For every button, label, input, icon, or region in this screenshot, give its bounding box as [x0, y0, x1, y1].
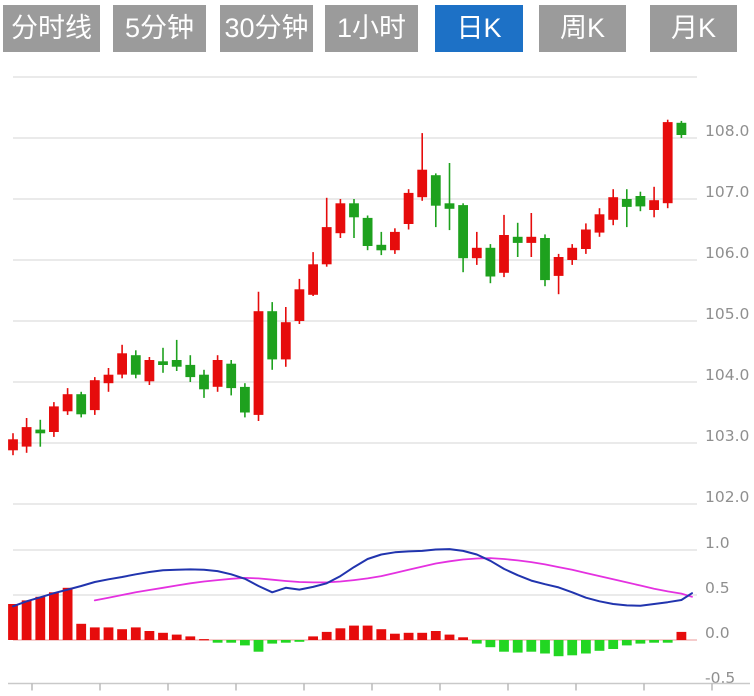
- svg-text:108.0: 108.0: [705, 122, 749, 140]
- svg-text:104.0: 104.0: [705, 366, 749, 384]
- x-axis: [8, 682, 750, 691]
- svg-text:0.0: 0.0: [705, 624, 730, 642]
- tab-monthly-k[interactable]: 月K: [650, 5, 737, 52]
- svg-text:105.0: 105.0: [705, 305, 749, 323]
- svg-text:103.0: 103.0: [705, 427, 749, 445]
- svg-text:106.0: 106.0: [705, 244, 749, 262]
- tab-1hour[interactable]: 1小时: [325, 5, 418, 52]
- tab-5min[interactable]: 5分钟: [113, 5, 206, 52]
- macd-histogram: [8, 587, 687, 657]
- svg-text:102.0: 102.0: [705, 488, 749, 506]
- price-gridlines: [13, 76, 697, 505]
- tab-daily-k[interactable]: 日K: [435, 5, 523, 52]
- svg-text:107.0: 107.0: [705, 183, 749, 201]
- svg-text:1.0: 1.0: [705, 534, 730, 552]
- candlesticks: [8, 119, 687, 456]
- svg-text:0.5: 0.5: [705, 579, 730, 597]
- macd-axis-labels: 1.0 0.5 0.0 -0.5: [705, 534, 735, 687]
- price-axis-labels: 108.0 107.0 106.0 105.0 104.0 103.0 102.0: [705, 122, 749, 506]
- tab-weekly-k[interactable]: 周K: [539, 5, 626, 52]
- tab-30min[interactable]: 30分钟: [220, 5, 313, 52]
- dif-line: [12, 548, 693, 608]
- interval-tabbar: 分时线 5分钟 30分钟 1小时 日K 周K 月K: [0, 0, 754, 57]
- svg-text:-0.5: -0.5: [705, 669, 735, 687]
- tab-timeline[interactable]: 分时线: [3, 5, 100, 52]
- dea-line: [93, 557, 693, 602]
